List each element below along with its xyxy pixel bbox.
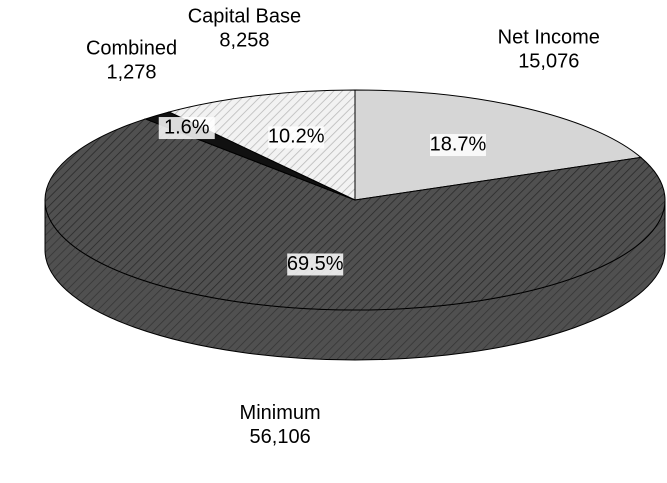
value-label: 8,258 [219, 29, 269, 51]
percent-label: 18.7% [430, 133, 487, 155]
slice [354, 89, 643, 201]
percent-label: 1.6% [164, 116, 210, 138]
percent-label-bg [287, 253, 344, 276]
percent-label-bg [429, 134, 486, 157]
percent-label: 69.5% [287, 253, 344, 275]
slice-side-shade [45, 200, 665, 360]
category-label: Capital Base [188, 5, 301, 27]
category-label: Minimum [240, 402, 321, 424]
value-label: 15,076 [518, 50, 579, 72]
slice-texture [169, 90, 355, 200]
category-label: Combined [86, 38, 177, 60]
value-label: 56,106 [250, 426, 311, 448]
percent-label-bg [158, 117, 215, 140]
percent-label-bg [268, 126, 325, 149]
percent-label: 10.2% [268, 126, 325, 148]
slice-texture [44, 118, 665, 311]
category-label: Net Income [498, 26, 600, 48]
value-label: 1,278 [106, 62, 156, 84]
